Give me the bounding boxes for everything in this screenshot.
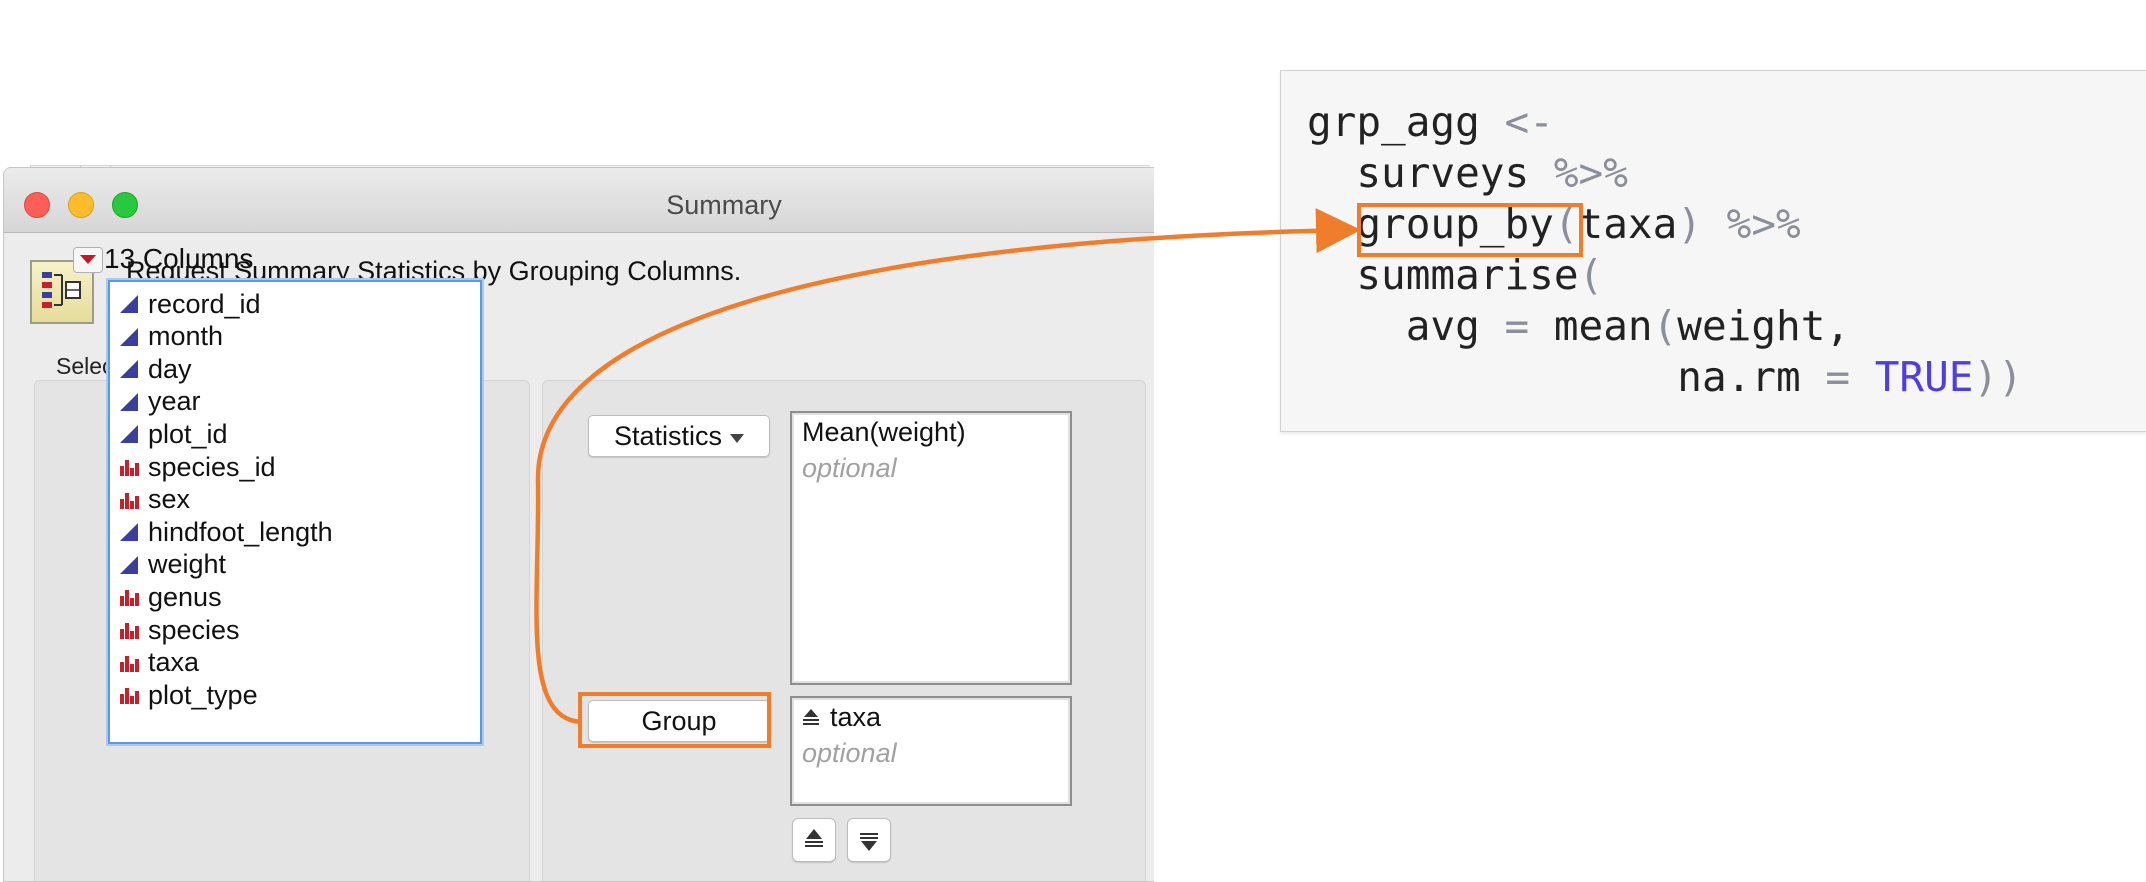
group-value-item[interactable]: taxa xyxy=(802,702,881,733)
continuous-icon xyxy=(120,295,138,313)
code-token: ( xyxy=(1578,251,1604,299)
column-name: record_id xyxy=(148,288,261,319)
continuous-icon xyxy=(120,360,138,379)
code-token: mean xyxy=(1529,302,1653,350)
column-name: species_id xyxy=(148,451,276,482)
ordinal-icon xyxy=(802,708,820,727)
code-token: = xyxy=(1825,353,1851,401)
column-name: species xyxy=(148,614,240,645)
group-value: taxa xyxy=(830,702,882,732)
sort-descending-icon xyxy=(861,841,877,851)
continuous-icon xyxy=(120,555,138,574)
column-name: month xyxy=(148,321,224,352)
column-name: year xyxy=(148,386,201,417)
column-item[interactable]: day xyxy=(120,353,192,385)
nominal-icon xyxy=(120,491,139,509)
column-item[interactable]: hindfoot_length xyxy=(120,516,333,548)
code-token: surveys xyxy=(1307,149,1554,197)
window-title: Summary xyxy=(666,190,782,220)
continuous-icon xyxy=(120,392,138,411)
code-line: na.rm = TRUE)) xyxy=(1307,352,2023,402)
code-token: group_by xyxy=(1307,200,1554,248)
column-name: day xyxy=(148,353,192,384)
group-listbox[interactable]: taxa optional xyxy=(790,696,1072,806)
continuous-icon xyxy=(120,327,138,346)
code-line: grp_agg <- xyxy=(1307,97,1554,147)
statistics-button[interactable]: Statistics xyxy=(588,415,770,457)
column-name: plot_id xyxy=(148,418,228,449)
code-token: taxa xyxy=(1578,200,1678,248)
continuous-icon xyxy=(120,425,138,444)
code-line: surveys %>% xyxy=(1307,148,1628,198)
minimize-button[interactable] xyxy=(68,192,94,218)
title-bar[interactable]: Summary xyxy=(4,168,1154,233)
column-item[interactable]: record_id xyxy=(120,288,261,320)
code-token: grp_agg xyxy=(1307,98,1505,146)
column-item[interactable]: species_id xyxy=(120,451,276,483)
code-token: TRUE xyxy=(1874,353,1974,401)
code-panel: grp_agg <- surveys %>% group_by(taxa) %>… xyxy=(1280,70,2146,432)
sort-descending-button[interactable] xyxy=(847,818,891,862)
close-button[interactable] xyxy=(24,192,50,218)
statistics-button-label: Statistics xyxy=(613,420,723,451)
nominal-icon xyxy=(120,588,139,607)
statistics-listbox[interactable]: Mean(weight) optional xyxy=(790,411,1072,685)
sort-ascending-icon xyxy=(806,829,822,839)
code-token: weight, xyxy=(1677,302,1851,350)
code-token: = xyxy=(1504,302,1530,350)
code-line: summarise( xyxy=(1307,250,1603,300)
continuous-icon xyxy=(120,523,138,542)
group-placeholder: optional xyxy=(802,738,897,768)
column-count-label: 13 Columns xyxy=(104,243,254,274)
nominal-icon xyxy=(120,458,139,476)
column-item[interactable]: sex xyxy=(120,484,190,516)
code-token: ) %>% xyxy=(1677,200,1801,248)
column-item[interactable]: species xyxy=(120,614,240,646)
code-token: avg xyxy=(1307,302,1505,350)
column-name: hindfoot_length xyxy=(148,516,333,547)
code-token: ( xyxy=(1553,200,1579,248)
code-token: %>% xyxy=(1553,149,1628,197)
column-name: sex xyxy=(148,484,191,515)
column-name: weight xyxy=(148,549,227,580)
zoom-button[interactable] xyxy=(112,192,138,218)
column-list[interactable]: record_id month day year plot_id species_id se… xyxy=(108,280,482,744)
column-item[interactable]: genus xyxy=(120,581,222,613)
column-item[interactable]: year xyxy=(120,386,201,418)
column-item[interactable]: plot_type xyxy=(120,679,258,711)
code-token xyxy=(1850,353,1875,401)
column-name: taxa xyxy=(148,647,200,678)
dropdown-caret-icon xyxy=(730,433,745,443)
code-token: ( xyxy=(1652,302,1678,350)
code-line: avg = mean(weight, xyxy=(1307,301,1850,351)
code-token: na.rm xyxy=(1307,353,1826,401)
statistics-placeholder: optional xyxy=(802,453,897,483)
group-button-highlight xyxy=(578,692,771,748)
statistics-value[interactable]: Mean(weight) xyxy=(802,417,966,447)
disclosure-triangle-icon[interactable] xyxy=(73,247,103,273)
nominal-icon xyxy=(120,654,139,672)
column-name: genus xyxy=(148,581,222,612)
code-token: <- xyxy=(1504,98,1554,146)
sort-ascending-button[interactable] xyxy=(792,818,836,862)
column-item[interactable]: taxa xyxy=(120,647,199,679)
column-name: plot_type xyxy=(148,679,258,710)
column-item[interactable]: plot_id xyxy=(120,418,228,450)
code-token: )) xyxy=(1973,353,2023,401)
group-by-highlight xyxy=(1357,203,1583,257)
nominal-icon xyxy=(120,686,139,705)
nominal-icon xyxy=(120,621,139,639)
code-token: summarise xyxy=(1307,251,1579,299)
column-item[interactable]: month xyxy=(120,321,223,353)
code-line: group_by(taxa) %>% xyxy=(1307,199,1801,249)
column-item[interactable]: weight xyxy=(120,549,226,581)
